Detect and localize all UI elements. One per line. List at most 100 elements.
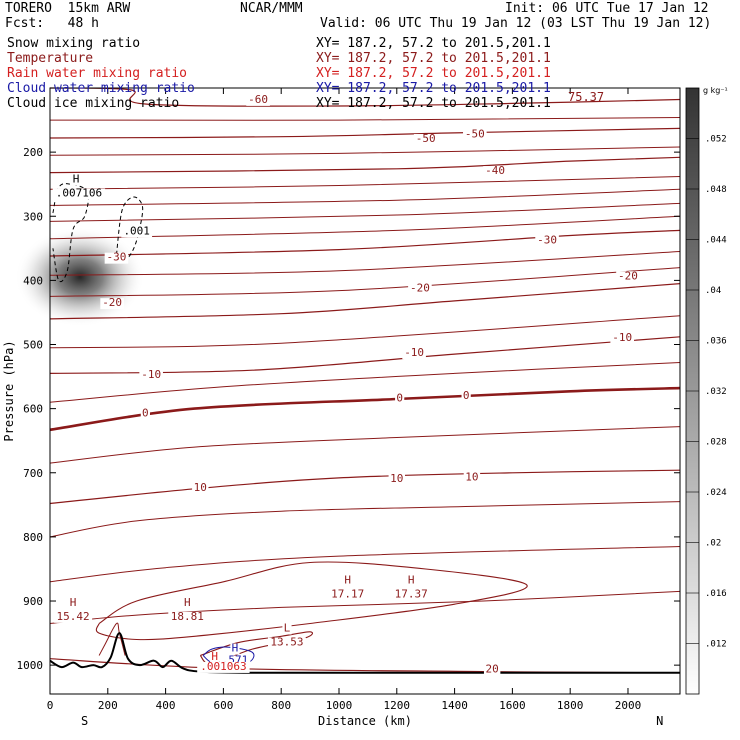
isotherm-label: -60 [248, 93, 268, 106]
y-tick-label: 600 [23, 403, 43, 416]
cloud-ice-max-marker-bg [71, 174, 81, 186]
cloud-ice-contour [116, 196, 144, 263]
isotherm-label-bg [139, 370, 163, 382]
x-tick-label: 1400 [441, 699, 468, 712]
isotherm-label: -40 [485, 164, 505, 177]
isotherm-10 [49, 469, 681, 505]
isotherm-intermediate [49, 315, 681, 349]
extremum-value-bg [328, 589, 367, 601]
cloud-ice-max-value-bg [121, 226, 153, 238]
extremum-marker: L [284, 621, 291, 634]
x-tick-label: 400 [156, 699, 176, 712]
plot-frame [49, 87, 681, 695]
south-end-label: S [81, 714, 88, 728]
isotherm-label-bg [535, 235, 559, 247]
y-tick-label: 800 [23, 531, 43, 544]
x-tick-label: 1600 [499, 699, 526, 712]
isotherm--40 [49, 156, 681, 174]
x-tick-label: 600 [213, 699, 233, 712]
isotherm-label-bg [388, 473, 405, 485]
temperature-closed-contours [95, 561, 528, 665]
x-tick-label: 200 [98, 699, 118, 712]
isotherm--30 [49, 229, 681, 257]
isotherm-label: 0 [142, 406, 149, 419]
x-tick-label: 800 [271, 699, 291, 712]
y-tick-label: 200 [23, 146, 43, 159]
isotherm-label-bg [463, 472, 481, 484]
isotherm-label: -30 [107, 251, 127, 264]
axes: 0 200 400 600 800 1000 1200 1400 1600 1800 2000200… [2, 88, 680, 728]
extremum-value-bg [267, 637, 306, 649]
x-tick-label: 2000 [615, 699, 642, 712]
isotherm-label-bg [246, 94, 270, 106]
isotherm-label-bg [140, 408, 150, 420]
field-snow-xy: XY= 187.2, 57.2 to 201.5,201.1 [316, 36, 551, 51]
y-tick-label: 400 [23, 274, 43, 287]
isotherm-label: -50 [465, 128, 485, 141]
colorbar-tick-label: .02 [705, 539, 721, 549]
extremum-value: 17.17 [331, 587, 364, 600]
cloud-ice-contour [52, 183, 89, 283]
isotherm-label: -10 [404, 346, 424, 359]
field-cloud-ice-xy: XY= 187.2, 57.2 to 201.5,201.1 [316, 96, 551, 111]
cloud-water-max-value-bg [219, 655, 251, 667]
temperature-isotherms [49, 87, 681, 674]
valid-time: Valid: 06 UTC Thu 19 Jan 12 (03 LST Thu … [320, 16, 712, 31]
colorbar-tick-label: .052 [705, 135, 727, 145]
warm-closed-contour [95, 561, 528, 641]
y-tick-label: 700 [23, 467, 43, 480]
extremum-marker-bg [68, 597, 78, 609]
isotherm-intermediate [49, 117, 681, 121]
extremum-marker-bg [182, 597, 192, 609]
extremum-value-bg [392, 589, 431, 601]
isotherm-label-bg [192, 482, 209, 494]
isotherm-intermediate [49, 267, 681, 297]
isotherm-intermediate [49, 188, 681, 206]
isotherm-intermediate [49, 202, 681, 222]
isotherm-label-bg [413, 134, 438, 146]
isotherm-label-bg [483, 664, 501, 676]
north-end-label: N [656, 714, 663, 728]
center-name: NCAR/MMM [240, 1, 303, 16]
field-cloud-water-xy: XY= 187.2, 57.2 to 201.5,201.1 [316, 81, 551, 96]
rain-water-max-value-bg [197, 661, 250, 673]
cloud-ice-max-value: .007106 [56, 187, 102, 200]
isotherm-label: 0 [463, 389, 470, 402]
init-time: Init: 06 UTC Tue 17 Jan 12 [505, 1, 709, 16]
colorbar-tick-label: .028 [705, 438, 727, 448]
y-tick-label: 300 [23, 210, 43, 223]
corner-max-value: 75.37 [568, 90, 605, 104]
cloud-ice-max-value-bg [52, 188, 106, 200]
contour-labels: -60 -50 -50 -40 -30 -30 -20 -20 -20 -10 -10 -10 0 0 0 1… [52, 93, 640, 676]
extremum-marker: H [344, 573, 351, 586]
extremum-value-bg [168, 611, 207, 623]
isotherm-label: -20 [618, 269, 638, 282]
terrain-profile [49, 632, 680, 674]
field-rain-name: Rain water mixing ratio [7, 66, 188, 81]
x-tick-label: 1200 [384, 699, 411, 712]
isotherm-intermediate [49, 146, 681, 156]
isotherm-intermediate [49, 590, 681, 624]
rain-water-max-marker-bg [210, 651, 220, 663]
extremum-marker-bg [406, 575, 416, 587]
x-tick-label: 0 [47, 699, 54, 712]
colorbar-tick-label: .04 [705, 286, 721, 296]
y-tick-label: 500 [23, 339, 43, 352]
rain-water-max-marker: H [211, 650, 218, 663]
extremum-marker-bg [282, 623, 292, 635]
y-tick-label: 1000 [17, 659, 44, 672]
isotherm-label: -10 [612, 331, 632, 344]
extremum-value: 18.81 [171, 610, 204, 623]
field-temperature-name: Temperature [7, 51, 94, 66]
extremum-marker: H [70, 596, 77, 609]
isotherm-intermediate [49, 501, 681, 538]
field-temperature-xy: XY= 187.2, 57.2 to 201.5,201.1 [316, 51, 551, 66]
isotherm-intermediate [49, 251, 681, 276]
extremum-marker-bg [343, 575, 353, 587]
extremum-value-bg [54, 611, 93, 623]
colorbar-tick-label: .016 [705, 589, 727, 599]
isotherm-label: -30 [537, 233, 557, 246]
x-axis-label: Distance (km) [318, 714, 412, 728]
isotherm-intermediate [49, 176, 681, 190]
